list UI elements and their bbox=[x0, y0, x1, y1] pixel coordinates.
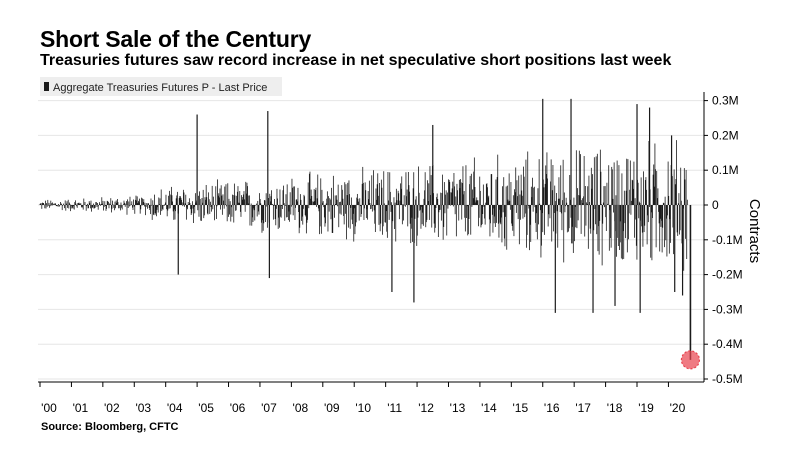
x-tick-label: '11 bbox=[387, 401, 402, 415]
x-tick-label: '10 bbox=[355, 401, 371, 415]
x-tick-label: '02 bbox=[104, 401, 120, 415]
x-axis-ticks: '00 '01 '02 '03 '04 '05 '06 '07 '08 '09 '10 '11 '12 '… bbox=[38, 381, 704, 415]
y-tick-label: 0.3M bbox=[712, 94, 739, 108]
source-note: Source: Bloomberg, CFTC bbox=[41, 421, 179, 433]
highlight-circle bbox=[680, 350, 701, 370]
x-tick-label: '04 bbox=[167, 401, 183, 415]
x-tick-label: '19 bbox=[638, 401, 654, 415]
x-tick-label: '18 bbox=[607, 401, 623, 415]
x-tick-label: '15 bbox=[513, 401, 529, 415]
x-tick-label: '09 bbox=[324, 401, 340, 415]
x-tick-label: '13 bbox=[450, 401, 466, 415]
x-tick-label: '07 bbox=[261, 401, 277, 415]
x-tick-label: '03 bbox=[135, 401, 151, 415]
legend-label: Aggregate Treasuries Futures P - Last Pr… bbox=[53, 82, 267, 94]
y-tick-label: -0.2M bbox=[712, 268, 743, 282]
chart-title: Short Sale of the Century bbox=[40, 26, 312, 52]
y-tick-label: 0.2M bbox=[712, 128, 739, 142]
data-bars bbox=[39, 140, 688, 271]
legend-box bbox=[40, 77, 282, 96]
y-axis-ticks: 0.3M 0.2M 0.1M 0 -0.1M -0.2M -0.3M -0.4M -0.5M bbox=[703, 92, 743, 386]
y-tick-label: -0.4M bbox=[712, 337, 743, 351]
y-tick-label: 0.1M bbox=[712, 163, 739, 177]
legend-swatch bbox=[44, 82, 49, 91]
x-tick-label: '20 bbox=[670, 401, 686, 415]
x-tick-label: '08 bbox=[293, 401, 309, 415]
x-tick-label: '01 bbox=[73, 401, 89, 415]
x-tick-label: '05 bbox=[198, 401, 214, 415]
x-tick-label: '17 bbox=[575, 401, 591, 415]
x-tick-label: '00 bbox=[41, 401, 57, 415]
chart-subtitle: Treasuries futures saw record increase i… bbox=[40, 52, 672, 69]
latest-point-marker bbox=[680, 205, 701, 370]
x-tick-label: '06 bbox=[230, 401, 246, 415]
x-tick-label: '16 bbox=[544, 401, 560, 415]
y-tick-label: -0.5M bbox=[712, 372, 743, 386]
legend: Aggregate Treasuries Futures P - Last Pr… bbox=[40, 77, 282, 96]
x-tick-label: '14 bbox=[481, 401, 497, 415]
x-tick-label: '12 bbox=[418, 401, 434, 415]
y-axis-label: Contracts bbox=[746, 199, 763, 263]
spike-bars bbox=[177, 98, 684, 313]
y-tick-label: -0.1M bbox=[712, 233, 743, 247]
gridlines bbox=[38, 100, 704, 380]
y-tick-label: -0.3M bbox=[712, 302, 743, 316]
y-tick-label: 0 bbox=[712, 198, 719, 212]
